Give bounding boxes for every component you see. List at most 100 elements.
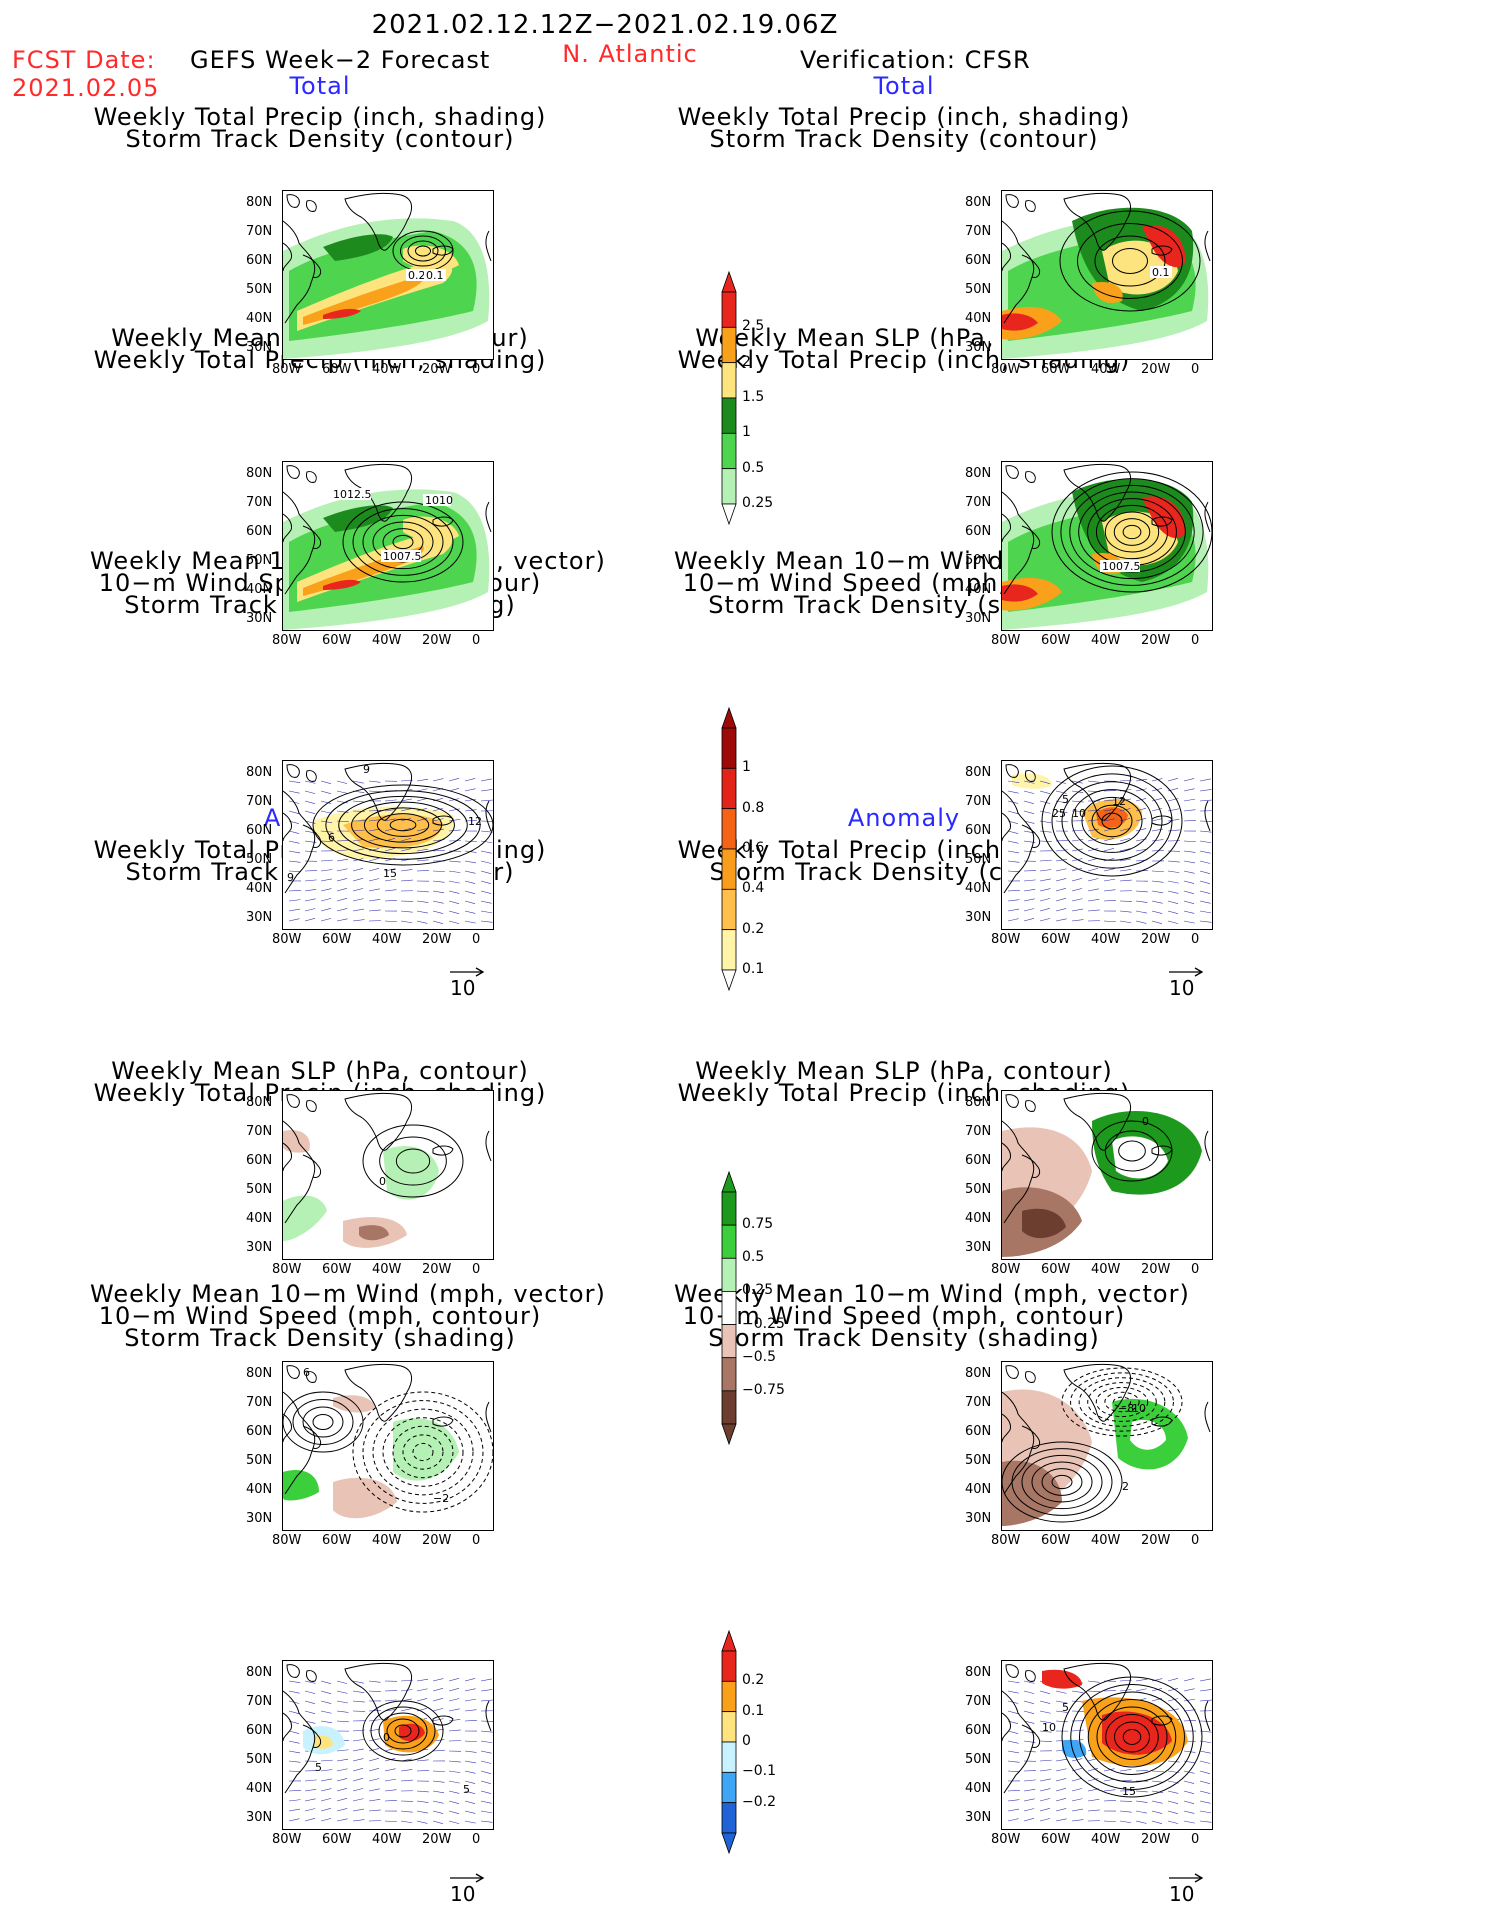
lat-tick-label: 50N	[965, 852, 992, 867]
lon-tick-label: 40W	[372, 1533, 402, 1548]
lon-tick-label: 20W	[422, 1533, 452, 1548]
contour-label: 10	[1072, 807, 1086, 820]
lat-tick-label: 50N	[965, 553, 992, 568]
lon-tick-label: 60W	[1041, 1533, 1071, 1548]
right-anomaly-label: Anomaly	[847, 804, 961, 832]
title-c5-line1: Weekly Mean SLP (hPa, contour)	[695, 1057, 1113, 1085]
lon-tick-label: 60W	[322, 1533, 352, 1548]
title-g1-line2: Storm Track Density (contour)	[125, 125, 515, 153]
colorbar-segment	[721, 1224, 737, 1259]
map-g3: 9 12 6 9 15	[283, 762, 493, 924]
colorbar-segment	[721, 1711, 737, 1743]
lat-tick-label: 40N	[246, 311, 273, 326]
lat-tick-label: 70N	[246, 1124, 273, 1139]
lon-tick-label: 80W	[991, 1262, 1021, 1277]
colorbar-segment	[721, 1324, 737, 1359]
colorbar-segment	[721, 727, 737, 769]
lon-tick-label: 0	[472, 362, 481, 377]
lat-tick-label: 70N	[965, 1694, 992, 1709]
colorbar-tick-label: 1	[742, 424, 751, 441]
contour-label: 10	[1132, 1402, 1146, 1415]
colorbar-tick-label: −0.2	[742, 1793, 776, 1810]
lat-tick-label: 80N	[965, 195, 992, 210]
colorbar-tick-label: 0.25	[742, 1282, 774, 1299]
vector-ref-g6: 10	[448, 1872, 488, 1906]
lon-tick-label: 60W	[1041, 1832, 1071, 1847]
map-g1: 0.2 0.1	[283, 192, 492, 359]
lat-tick-label: 70N	[965, 1124, 992, 1139]
contour-label: 6	[328, 831, 335, 844]
lat-tick-label: 50N	[246, 1182, 273, 1197]
contour-label: 1007.5	[383, 550, 422, 563]
colorbar-tick-label: 1	[742, 759, 751, 776]
lat-tick-label: 30N	[965, 340, 992, 355]
map-panel-c2: 1007.5	[1001, 461, 1213, 631]
contour-label: 0	[379, 1175, 386, 1188]
lon-tick-label: 80W	[272, 932, 302, 947]
lat-tick-label: 80N	[246, 1366, 273, 1381]
lon-tick-label: 0	[1191, 633, 1200, 648]
colorbar-segment	[721, 1741, 737, 1773]
map-g5: 6 −2	[283, 1363, 493, 1519]
lat-tick-label: 30N	[965, 1240, 992, 1255]
lon-tick-label: 40W	[1091, 1533, 1121, 1548]
map-panel-g3: 9 12 6 9 15	[282, 760, 494, 930]
map-c5: −810 2	[1002, 1363, 1211, 1526]
lon-tick-label: 40W	[372, 932, 402, 947]
lat-tick-label: 40N	[246, 1482, 273, 1497]
contour-label: 5	[463, 1783, 470, 1796]
lon-tick-label: 20W	[1141, 1262, 1171, 1277]
title-g5-line1: Weekly Mean SLP (hPa, contour)	[111, 1057, 529, 1085]
lat-tick-label: 80N	[965, 466, 992, 481]
title-g6-line1: Weekly Mean 10−m Wind (mph, vector)	[90, 1280, 606, 1308]
contour-label: 12	[1112, 795, 1126, 808]
contour-label: 15	[1122, 1785, 1136, 1798]
colorbar-tick-label: 0.4	[742, 880, 765, 897]
lat-tick-label: 60N	[246, 1424, 273, 1439]
lat-tick-label: 60N	[246, 823, 273, 838]
lat-tick-label: 50N	[246, 553, 273, 568]
title-c1-line2: Storm Track Density (contour)	[709, 125, 1099, 153]
lat-tick-label: 40N	[246, 582, 273, 597]
contour-label: 0.1	[1152, 266, 1170, 279]
map-c3: 525 10 12	[1002, 762, 1212, 924]
lon-tick-label: 80W	[272, 1832, 302, 1847]
arrow-icon	[1169, 967, 1204, 977]
arrow-icon	[1169, 1873, 1204, 1883]
colorbar-svg	[721, 706, 737, 992]
colorbar-tick-label: 0.2	[742, 920, 765, 937]
lat-tick-label: 50N	[246, 1752, 273, 1767]
map-c6: 5 10 15	[1002, 1662, 1212, 1824]
lon-tick-label: 0	[1191, 362, 1200, 377]
colorbar-segment	[721, 1802, 737, 1834]
contour-label: 25	[1052, 807, 1066, 820]
colorbar-tick-label: 0.2	[742, 1672, 765, 1689]
lon-tick-label: 20W	[1141, 362, 1171, 377]
lon-tick-label: 20W	[1141, 1533, 1171, 1548]
lon-tick-label: 0	[472, 1262, 481, 1277]
colorbar-tick-label: 1.5	[742, 389, 765, 405]
lon-tick-label: 0	[472, 932, 481, 947]
colorbar-precip-anomaly: 0.75 0.5 0.25 −0.25 −0.5 −0.75	[720, 1168, 785, 1448]
map-panel-g1: 0.2 0.1	[282, 190, 494, 360]
colorbar-segment	[721, 1357, 737, 1392]
lat-tick-label: 50N	[246, 282, 273, 297]
lat-tick-label: 80N	[246, 466, 273, 481]
lon-tick-label: 20W	[422, 633, 452, 648]
lat-tick-label: 30N	[965, 611, 992, 626]
colorbar-storm-anomaly: 0.2 0.1 0 −0.1 −0.2	[720, 1627, 780, 1857]
contour-label: −2	[433, 1492, 449, 1505]
lat-tick-label: 40N	[965, 881, 992, 896]
contour-label: −8	[1118, 1402, 1134, 1415]
colorbar-tick-label: 0.5	[742, 1249, 765, 1266]
lon-tick-label: 60W	[322, 633, 352, 648]
map-panel-c1: 0.1	[1001, 190, 1213, 360]
contour-label: 1007.5	[1102, 560, 1141, 573]
right-column-title: Verification: CFSR	[800, 46, 1031, 74]
lat-tick-label: 50N	[965, 282, 992, 297]
map-panel-g5: 6 −2	[282, 1361, 494, 1531]
lon-tick-label: 0	[472, 633, 481, 648]
contour-label: 15	[383, 867, 397, 880]
lat-tick-label: 80N	[965, 1366, 992, 1381]
lon-tick-label: 40W	[1091, 932, 1121, 947]
